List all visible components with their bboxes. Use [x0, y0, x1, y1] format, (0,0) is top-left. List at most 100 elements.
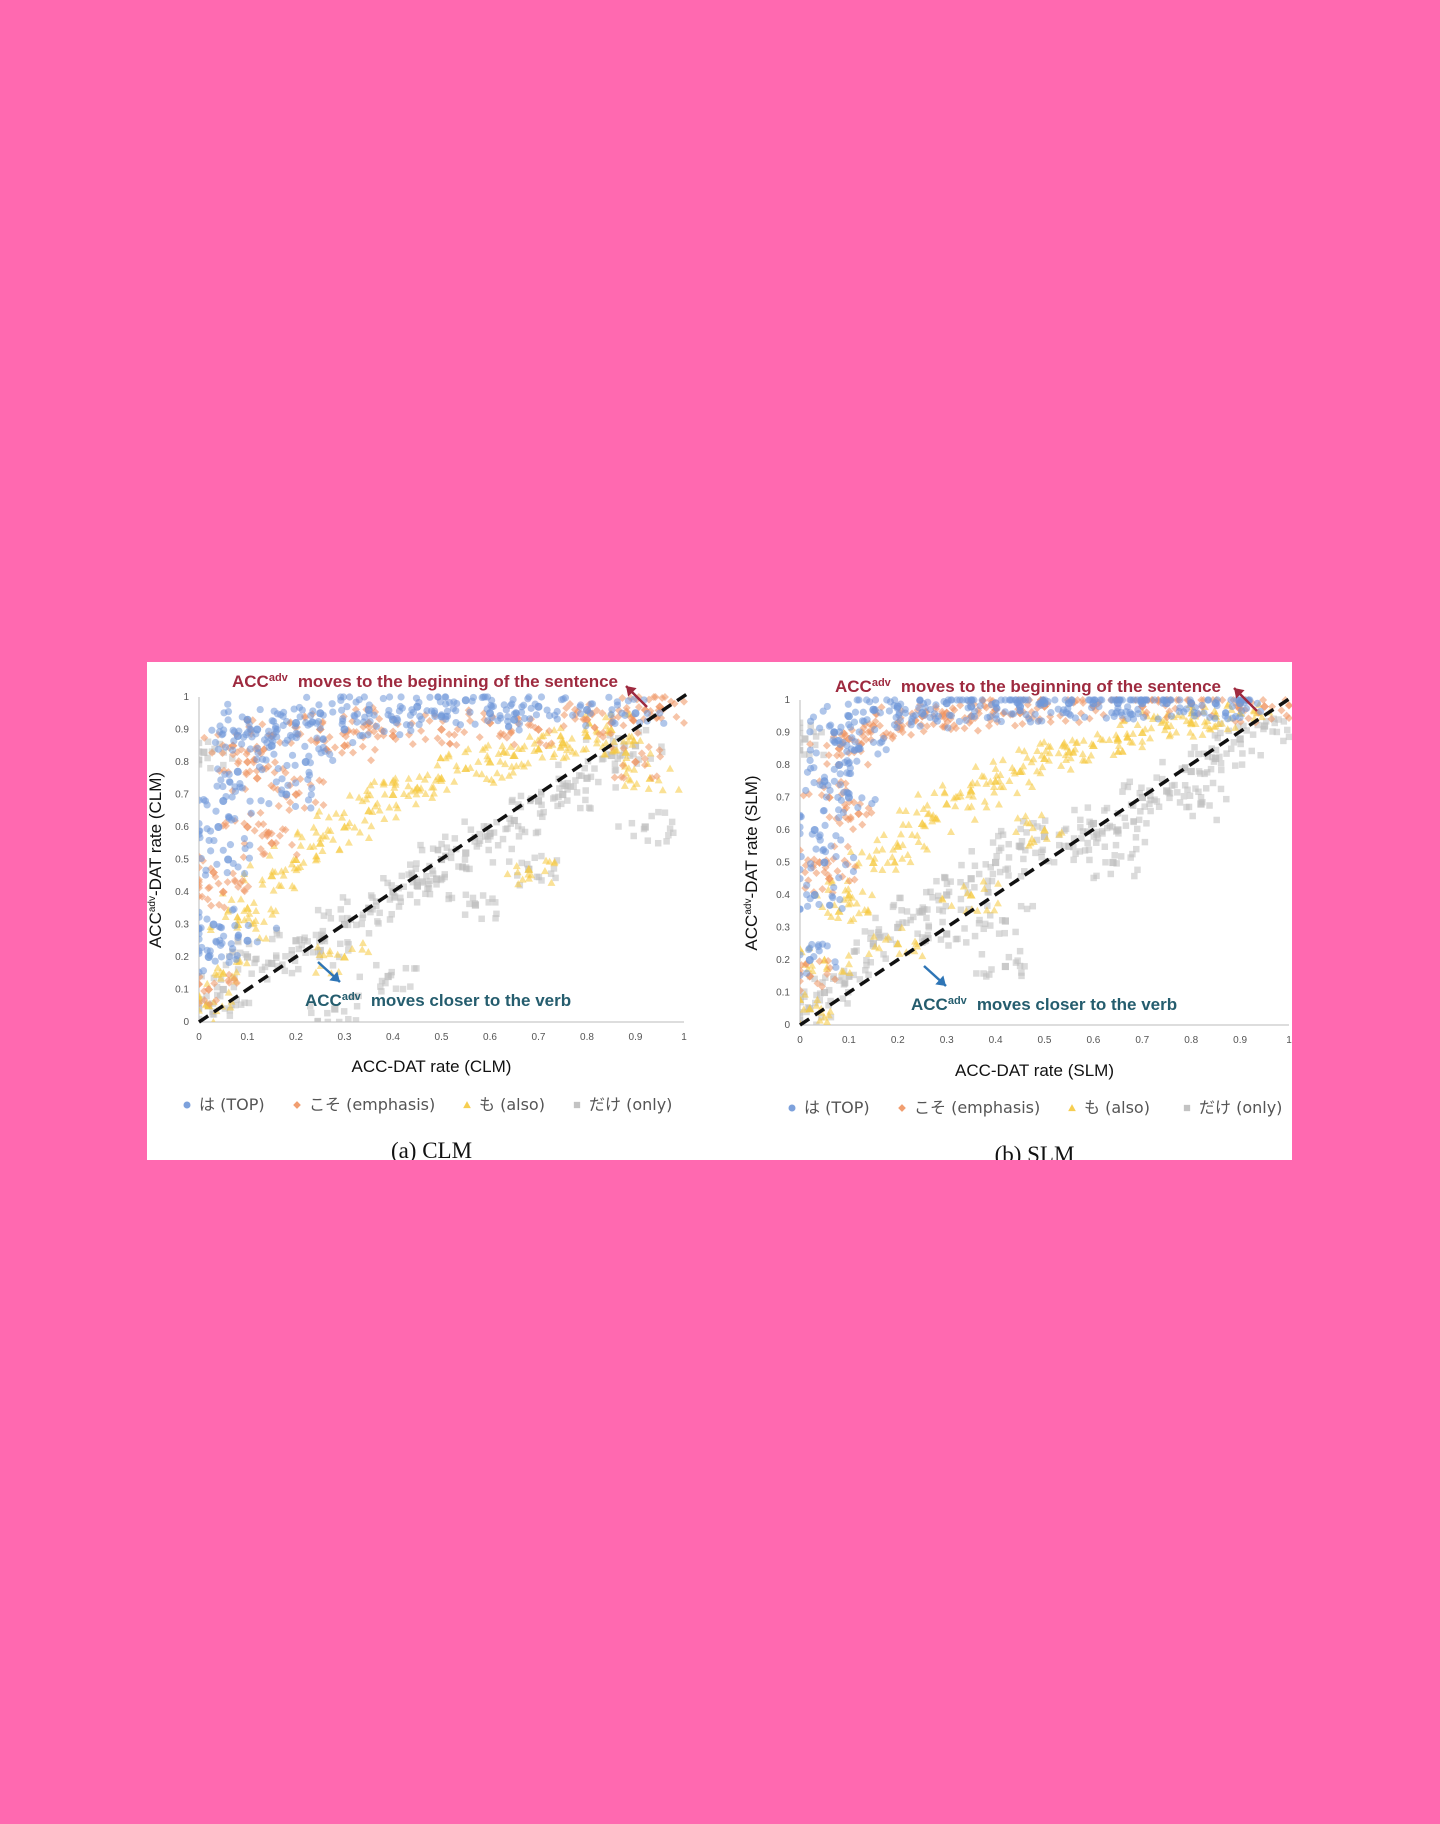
- scatter-point: [532, 711, 541, 719]
- scatter-point: [1014, 957, 1021, 964]
- scatter-point: [1160, 725, 1169, 734]
- scatter-point: [205, 836, 213, 845]
- scatter-point: [807, 722, 814, 729]
- scatter-point: [837, 751, 846, 759]
- scatter-point: [433, 761, 442, 769]
- scatter-point: [1194, 709, 1202, 717]
- scatter-point: [628, 819, 636, 827]
- y-tick-label: 0.4: [776, 890, 790, 901]
- scatter-point: [1223, 725, 1232, 733]
- scatter-point: [1062, 709, 1070, 717]
- scatter-point: [1210, 706, 1219, 714]
- scatter-point: [462, 891, 470, 899]
- scatter-point: [1159, 758, 1166, 766]
- scatter-point: [1089, 819, 1097, 828]
- scatter-point: [823, 702, 831, 711]
- scatter-point: [497, 714, 505, 722]
- plot-points: [199, 693, 688, 1022]
- scatter-point: [812, 999, 819, 1007]
- scatter-point: [859, 708, 867, 716]
- y-tick-label: 0.8: [776, 760, 790, 771]
- scatter-point: [881, 932, 889, 940]
- scatter-point: [379, 778, 388, 786]
- scatter-point: [933, 877, 940, 885]
- scatter-point: [534, 744, 543, 753]
- scatter-point: [386, 896, 394, 903]
- scatter-point: [613, 701, 622, 709]
- scatter-point: [916, 696, 924, 704]
- scatter-point: [919, 904, 927, 911]
- scatter-point: [846, 847, 855, 856]
- scatter-point: [469, 894, 477, 902]
- scatter-point: [270, 750, 278, 758]
- scatter-point: [547, 739, 556, 748]
- scatter-point: [232, 968, 241, 976]
- scatter-point: [413, 965, 420, 972]
- scatter-point: [610, 737, 619, 745]
- scatter-point: [608, 706, 616, 714]
- scatter-point: [226, 778, 234, 786]
- scatter-point: [838, 904, 846, 913]
- scatter-point: [418, 846, 426, 854]
- scatter-point: [397, 898, 405, 905]
- scatter-point: [918, 951, 927, 960]
- scatter-point: [810, 826, 819, 834]
- scatter-point: [231, 922, 239, 930]
- scatter-point: [363, 791, 372, 799]
- scatter-point: [319, 743, 327, 752]
- scatter-point: [886, 730, 895, 739]
- scatter-point: [1134, 705, 1142, 713]
- scatter-point: [252, 956, 259, 963]
- scatter-point: [288, 969, 296, 977]
- scatter-point: [358, 731, 367, 740]
- scatter-point: [1071, 806, 1078, 814]
- scatter-point: [427, 783, 436, 791]
- scatter-point: [865, 719, 874, 728]
- scatter-point: [421, 711, 430, 719]
- scatter-point: [246, 797, 254, 805]
- scatter-point: [564, 797, 571, 804]
- scatter-point: [322, 832, 331, 840]
- scatter-point: [871, 796, 879, 804]
- scatter-point: [1197, 696, 1206, 704]
- legend-item: だけ (only): [573, 1095, 672, 1114]
- scatter-point: [1254, 721, 1261, 729]
- scatter-point: [859, 723, 868, 732]
- scatter-point: [228, 1001, 235, 1009]
- scatter-point: [464, 745, 473, 753]
- scatter-point: [1025, 715, 1033, 723]
- scatter-point: [240, 886, 249, 895]
- scatter-point: [800, 830, 804, 838]
- scatter-point: [299, 858, 308, 866]
- scatter-point: [199, 796, 203, 804]
- scatter-point: [846, 916, 855, 924]
- scatter-point: [262, 756, 270, 764]
- scatter-point: [971, 932, 979, 940]
- scatter-point: [844, 1000, 851, 1007]
- scatter-point: [200, 748, 208, 756]
- scatter-point: [260, 745, 269, 754]
- scatter-point: [628, 740, 637, 748]
- scatter-point: [666, 764, 675, 772]
- scatter-point: [1227, 696, 1235, 704]
- scatter-point: [484, 717, 492, 725]
- scatter-point: [826, 901, 834, 909]
- scatter-point: [628, 716, 637, 725]
- scatter-point: [867, 929, 875, 937]
- scatter-point: [1061, 827, 1068, 834]
- annotation-top-base: ACC: [835, 677, 872, 696]
- scatter-point: [974, 709, 983, 718]
- scatter-point: [917, 819, 927, 828]
- scatter-point: [225, 978, 234, 987]
- scatter-point: [932, 701, 940, 709]
- scatter-point: [557, 696, 566, 704]
- scatter-point: [279, 961, 286, 968]
- scatter-point: [947, 878, 954, 885]
- scatter-point: [962, 882, 970, 889]
- scatter-point: [199, 863, 203, 872]
- scatter-point: [651, 693, 660, 701]
- scatter-point: [624, 697, 632, 705]
- scatter-point: [875, 931, 882, 939]
- scatter-point: [654, 839, 662, 847]
- scatter-point: [813, 991, 820, 999]
